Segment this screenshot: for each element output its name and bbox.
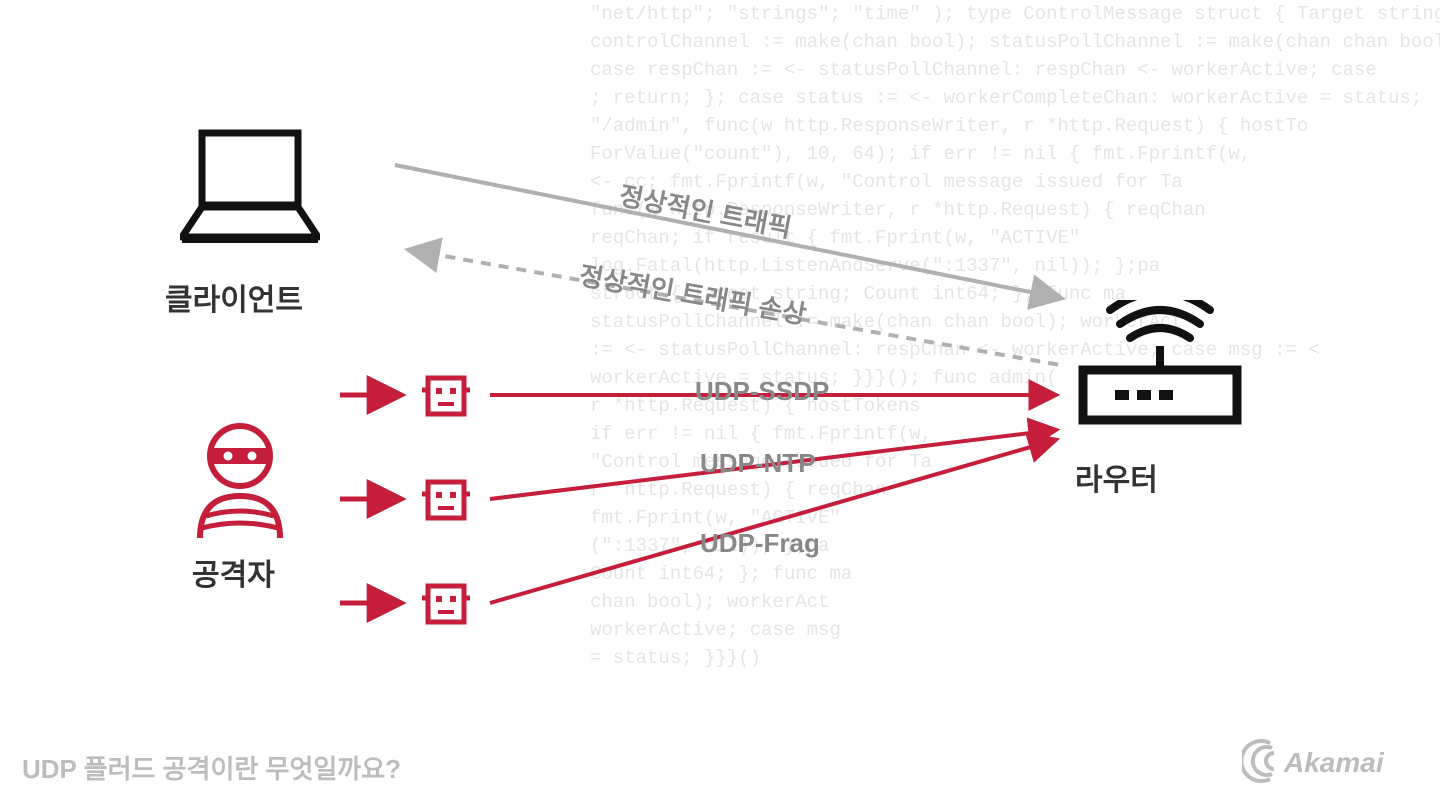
normal-traffic-label: 정상적인 트래픽: [616, 175, 795, 245]
laptop-icon: [180, 125, 320, 245]
caption-text: UDP 플러드 공격이란 무엇일까요?: [22, 749, 401, 786]
damaged-traffic-label: 정상적인 트래픽 손상: [577, 255, 810, 331]
attacker-label: 공격자: [192, 550, 275, 594]
client-label: 클라이언트: [165, 275, 303, 319]
udp-frag-label: UDP-Frag: [700, 528, 820, 559]
brand-text: Akamai: [1283, 747, 1385, 778]
udp-ssdp-label: UDP-SSDP: [695, 376, 829, 407]
bot-icon-2: [420, 474, 472, 526]
router-label: 라우터: [1075, 455, 1158, 499]
attacker-icon: [190, 420, 290, 540]
diagram-stage: 클라이언트 공격자 라우터: [0, 0, 1440, 810]
akamai-logo: Akamai: [1242, 739, 1412, 788]
router-icon: [1075, 300, 1245, 430]
bot-icon-3: [420, 578, 472, 630]
bot-icon-1: [420, 370, 472, 422]
udp-ntp-label: UDP-NTP: [700, 448, 816, 479]
